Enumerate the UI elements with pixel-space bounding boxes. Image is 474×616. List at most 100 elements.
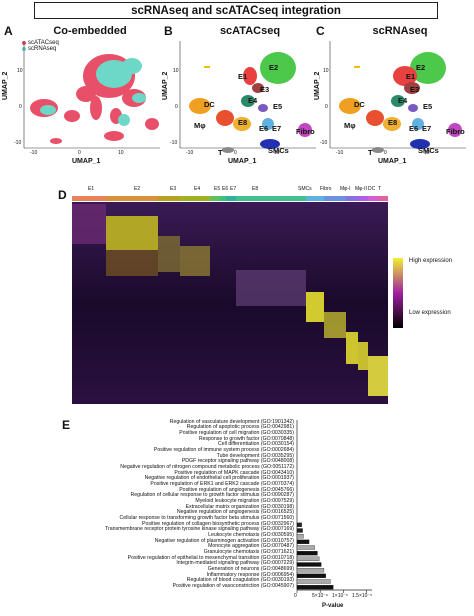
colorbar-low-label: Low expression (409, 310, 451, 316)
c-label-dc: DC (354, 100, 365, 109)
colorbar-high-label: High expression (409, 258, 453, 264)
b-label-fibro: Fibro (296, 127, 315, 136)
hm-label-mphi2: Mφ-II (355, 186, 367, 192)
go-bar (296, 568, 325, 573)
c-label-mphi: Mφ (344, 121, 356, 130)
hm-label-e6: E6 (222, 186, 229, 192)
go-xtick-3: 1×10⁻⁵ (332, 593, 348, 599)
panel-a-xlabel: UMAP_1 (72, 158, 101, 165)
hm-label-e8: E8 (252, 186, 259, 192)
hm-label-e7: E7 (230, 186, 237, 192)
c-label-e1: E1 (406, 72, 416, 81)
panel-b-xlabel: UMAP_1 (228, 158, 257, 165)
panel-a-xtick-2: 0 (78, 150, 81, 156)
go-term-label: Negative regulation of endothelial cell … (144, 475, 294, 482)
go-bar (296, 528, 303, 533)
go-term-label: Positive regulation of MAPK cascade (GO:… (174, 469, 294, 476)
go-xtick-1: 0 (294, 593, 297, 599)
c-label-e6: E6 (409, 124, 419, 133)
heatmap-colorbar (393, 258, 403, 328)
hm-label-e3: E3 (170, 186, 177, 192)
go-term-label: Negative regulation of plasminogen activ… (154, 537, 294, 544)
b-label-dc: DC (204, 100, 215, 109)
panel-a-letter: A (4, 24, 13, 38)
b-label-smcs: SMCs (268, 146, 289, 155)
figure-title-text: scRNAseq and scATACseq integration (131, 4, 341, 17)
b-label-e7: E7 (272, 124, 282, 133)
hm-label-e5: E5 (214, 186, 221, 192)
b-label-mphi: Mφ (194, 121, 206, 130)
hm-label-e4: E4 (194, 186, 201, 192)
go-bar (296, 579, 331, 584)
panel-a-xtick-1: -10 (30, 150, 38, 156)
go-term-label: Cellular response to transforming growth… (119, 514, 294, 521)
panel-c-umap (329, 41, 466, 153)
panel-b-xtick-2: 0 (234, 150, 237, 156)
go-term-label: Granulocyte chemotaxis (GO:0071621) (203, 548, 294, 555)
go-term-label: Regulation of apoptotic process (GO:0042… (186, 424, 294, 431)
b-label-e2: E2 (269, 63, 279, 72)
go-bar (296, 539, 310, 544)
go-term-label: Negative regulation of nitrogen compound… (120, 463, 294, 470)
panel-a-points (30, 54, 159, 144)
go-term-label: Positive regulation of immune system pro… (153, 446, 294, 453)
hm-label-e1: E1 (88, 186, 95, 192)
heatmap-cluster-labels: E1 E2 E3 E4 E5 E6 E7 E8 SMCs Fibro Mφ-I … (72, 186, 388, 198)
legend-atac: scATACseq (28, 40, 59, 46)
panel-c-ytick-3: -10 (320, 140, 328, 146)
panel-c-xlabel: UMAP_1 (378, 158, 407, 165)
go-term-label: Myeloid leukocyte migration (GO:0097529) (195, 497, 294, 504)
go-bar (296, 556, 320, 561)
panel-d-letter: D (58, 188, 67, 202)
go-term-label: Negative regulation of angiogenesis (GO:… (176, 509, 294, 516)
heatmap (72, 196, 388, 404)
go-term-label: Regulation of cellular response to growt… (130, 492, 295, 499)
panel-b-umap (179, 41, 316, 153)
go-bar (296, 522, 302, 527)
panel-e-letter: E (62, 418, 71, 432)
go-xtick-4: 1.5×10⁻⁵ (352, 593, 373, 599)
panel-c-xtick-3: 10 (424, 150, 430, 156)
go-term-label: Response to growth factor (GO:0070848) (198, 435, 294, 442)
b-label-e8: E8 (238, 118, 248, 127)
b-label-e1: E1 (238, 72, 248, 81)
panel-b-ytick-3: -10 (170, 140, 178, 146)
go-bar (296, 585, 334, 590)
panel-b-title: scATACseq (219, 25, 281, 37)
go-xlabel: P-value (322, 603, 344, 609)
go-term-label: PDGF receptor signaling pathway (GO:0048… (181, 458, 294, 465)
c-label-e4: E4 (398, 96, 408, 105)
go-bar (296, 545, 315, 550)
hm-label-e2: E2 (134, 186, 141, 192)
panel-c-title: scRNAseq (372, 25, 428, 37)
c-label-e2: E2 (416, 63, 426, 72)
go-barchart (296, 420, 372, 593)
go-xtick-2: 5×10⁻⁶ (312, 593, 328, 599)
go-term-label: Monocyte aggregation (GO:0070487) (208, 543, 294, 550)
go-term-label: Generation of neurons (GO:0048699) (207, 565, 294, 572)
go-bar (296, 551, 318, 556)
go-term-label: Positive regulation of ERK1 and ERK2 cas… (150, 480, 294, 487)
hm-label-mphi1: Mφ-I (340, 186, 351, 192)
c-label-e5: E5 (423, 102, 433, 111)
panel-c-letter: C (316, 24, 325, 38)
b-label-e5: E5 (273, 102, 283, 111)
panel-a-ytick-3: -10 (14, 140, 22, 146)
go-bar (296, 573, 326, 578)
go-term-label: Positive regulation of vasoconstriction … (172, 582, 294, 589)
c-label-e8: E8 (388, 118, 398, 127)
panel-a-ytick-1: 10 (17, 68, 23, 74)
hm-label-dc: DC (368, 186, 376, 192)
go-term-label: Inflammatory response (GO:0006954) (206, 571, 294, 578)
c-label-e7: E7 (422, 124, 432, 133)
hm-label-t: T (378, 186, 382, 192)
panel-a-umap (23, 41, 160, 149)
panel-a-ytick-2: 0 (19, 104, 22, 110)
panel-b-letter: B (164, 24, 173, 38)
panel-b-ytick-1: 10 (173, 68, 179, 74)
b-label-e6: E6 (259, 124, 269, 133)
panel-a-title: Co-embedded (53, 25, 127, 37)
go-term-label: Transmembrane receptor protein tyrosine … (105, 526, 294, 533)
go-term-label: Cell differentiation (GO:0030154) (217, 441, 294, 448)
hm-label-fibro: Fibro (320, 186, 332, 192)
